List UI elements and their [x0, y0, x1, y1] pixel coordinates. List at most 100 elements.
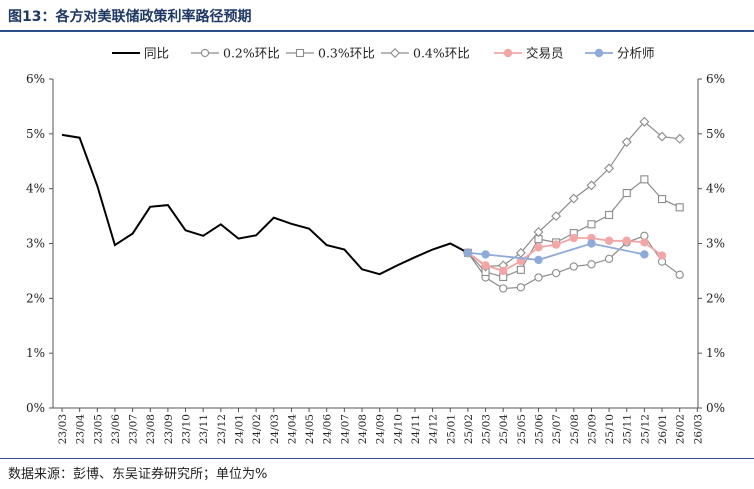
x-tick-label: 24/09: [375, 414, 387, 444]
x-tick-label: 23/04: [75, 414, 87, 445]
y-tick-label-left: 4%: [26, 182, 45, 196]
series-4-point: [551, 240, 561, 249]
y-tick-label-left: 6%: [26, 72, 45, 86]
series-4-point: [498, 266, 508, 276]
x-tick-label: 23/07: [128, 414, 140, 444]
source-rule: [0, 458, 754, 459]
legend-label-5: 分析师: [617, 46, 655, 61]
x-tick-label: 25/06: [533, 414, 545, 445]
series-5-point: [640, 250, 649, 259]
legend-marker-3: [390, 48, 400, 58]
x-tick-label: 23/09: [163, 414, 175, 444]
x-tick-label: 25/04: [498, 414, 510, 445]
x-tick-label: 26/02: [675, 414, 687, 444]
series-1-point: [569, 262, 578, 271]
x-tick-label: 25/08: [569, 414, 581, 444]
series-3-point: [639, 116, 650, 127]
series-1-point: [675, 270, 684, 279]
figure-title: 图13：各方对美联储政策利率路径预期: [8, 9, 252, 25]
x-tick-label: 23/03: [57, 414, 69, 444]
series-5-point: [463, 248, 473, 258]
x-tick-label: 24/02: [251, 414, 263, 444]
series-4-point: [640, 238, 649, 247]
x-tick-label: 24/04: [286, 414, 298, 445]
series-2-point: [587, 220, 596, 229]
x-tick-label: 23/12: [216, 414, 228, 444]
series-1-point: [534, 273, 543, 282]
x-tick-label: 26/03: [692, 414, 704, 444]
legend-label-0: 同比: [144, 46, 169, 61]
series-3-point: [533, 227, 544, 237]
x-tick-label: 25/03: [481, 414, 493, 444]
series-1-point: [587, 260, 596, 269]
x-tick-label: 24/01: [233, 414, 245, 444]
legend-marker-1: [200, 48, 210, 58]
x-tick-label: 25/09: [586, 414, 598, 444]
series-4-point: [481, 261, 490, 270]
series-1-point: [499, 284, 508, 293]
series-1-point: [604, 254, 614, 264]
series-5-point: [481, 250, 490, 259]
series-5-point: [587, 239, 596, 248]
x-tick-label: 25/11: [622, 414, 634, 444]
x-tick-label: 25/05: [516, 414, 528, 444]
x-tick-label: 25/12: [639, 414, 651, 444]
series-3-point: [674, 133, 685, 144]
y-tick-label-right: 2%: [706, 291, 725, 305]
y-tick-label-right: 0%: [706, 401, 725, 415]
legend-marker-5: [594, 48, 604, 58]
legend-marker-2: [295, 48, 305, 58]
series-3-point: [604, 163, 615, 174]
x-tick-label: 24/03: [269, 414, 281, 444]
y-tick-label-right: 1%: [706, 346, 725, 360]
y-tick-label-left: 5%: [26, 127, 45, 141]
series-4-point: [534, 243, 543, 252]
series-4-point: [569, 233, 578, 243]
y-tick-label-right: 6%: [706, 72, 725, 86]
source-note: 数据来源：彭博、东吴证券研究所；单位为%: [8, 467, 268, 482]
x-tick-label: 24/07: [339, 414, 351, 444]
series-2-point: [640, 175, 649, 184]
series-2-point: [516, 265, 525, 274]
x-tick-label: 25/07: [551, 414, 563, 444]
y-tick-label-left: 1%: [26, 346, 45, 360]
series-2-point: [622, 189, 631, 198]
series-2-point: [657, 195, 667, 204]
x-tick-label: 25/01: [445, 414, 457, 444]
series-3-point: [551, 211, 562, 222]
x-tick-label: 25/02: [463, 414, 475, 444]
series-3-point: [586, 180, 597, 191]
legend-label-2: 0.3%环比: [318, 46, 375, 61]
x-tick-label: 25/10: [604, 414, 616, 444]
series-4-point: [604, 236, 614, 245]
series-1-point: [551, 268, 561, 278]
series-3-point: [657, 131, 668, 142]
legend-marker-4: [503, 48, 513, 58]
x-tick-label: 24/10: [392, 414, 404, 444]
series-3-point: [568, 193, 579, 204]
x-tick-label: 24/06: [322, 414, 334, 445]
series-4-point: [657, 251, 667, 260]
y-tick-label-left: 3%: [26, 237, 45, 251]
x-tick-label: 23/05: [92, 414, 104, 444]
series-5-point: [534, 255, 543, 265]
series-2-point: [675, 203, 684, 212]
title-rule: [0, 30, 754, 32]
legend-label-3: 0.4%环比: [413, 46, 470, 61]
x-tick-label: 23/11: [198, 414, 210, 444]
y-tick-label-right: 5%: [706, 127, 725, 141]
x-tick-label: 24/11: [410, 414, 422, 444]
x-tick-label: 23/08: [145, 414, 157, 444]
series-4-point: [622, 236, 631, 245]
x-tick-label: 23/06: [110, 414, 122, 445]
x-tick-label: 23/10: [181, 414, 193, 444]
y-tick-label-right: 3%: [706, 237, 725, 251]
series-3-point: [621, 137, 632, 148]
x-tick-label: 24/12: [428, 414, 440, 444]
y-tick-label-right: 4%: [706, 182, 725, 196]
y-tick-label-left: 0%: [26, 401, 45, 415]
line-chart: 0% 0% 1% 1% 2% 2% 3% 3% 4% 4% 5% 5% 6% 6% 23/03 23/04 23…: [26, 46, 725, 445]
x-tick-label: 24/05: [304, 414, 316, 444]
y-tick-label-left: 2%: [26, 291, 45, 305]
legend-label-1: 0.2%环比: [223, 46, 280, 61]
